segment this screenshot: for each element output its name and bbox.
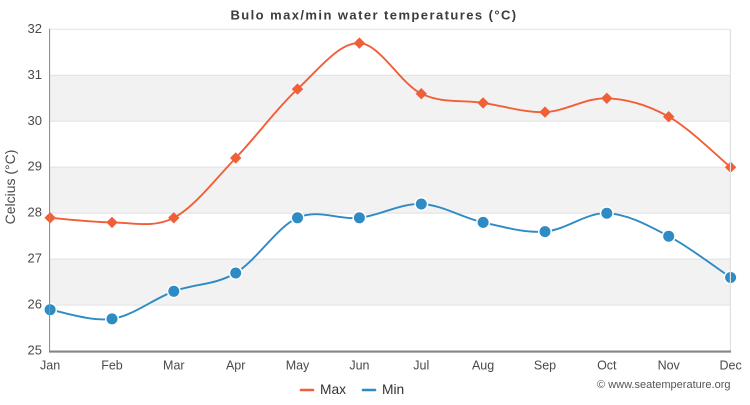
svg-text:30: 30 <box>28 113 42 128</box>
svg-text:Bulo max/min water temperature: Bulo max/min water temperatures (°C) <box>230 7 517 22</box>
svg-text:Mar: Mar <box>163 358 185 372</box>
svg-text:Aug: Aug <box>472 358 494 372</box>
svg-text:Celcius (°C): Celcius (°C) <box>2 150 18 225</box>
svg-text:26: 26 <box>28 297 42 312</box>
svg-text:Nov: Nov <box>658 358 681 372</box>
svg-text:31: 31 <box>28 67 42 82</box>
svg-text:Apr: Apr <box>226 358 245 372</box>
svg-text:Min: Min <box>382 382 404 397</box>
svg-text:25: 25 <box>28 343 42 358</box>
svg-text:29: 29 <box>28 159 42 174</box>
svg-text:32: 32 <box>28 21 42 36</box>
svg-text:Sep: Sep <box>534 358 556 372</box>
svg-text:May: May <box>286 358 310 372</box>
svg-text:27: 27 <box>28 251 42 266</box>
svg-text:Oct: Oct <box>597 358 617 372</box>
svg-text:Max: Max <box>320 382 346 397</box>
svg-text:Jan: Jan <box>40 358 60 372</box>
svg-text:Dec: Dec <box>719 358 741 372</box>
svg-text:© www.seatemperature.org: © www.seatemperature.org <box>597 379 730 391</box>
svg-text:Feb: Feb <box>101 358 123 372</box>
svg-text:28: 28 <box>28 205 42 220</box>
svg-text:Jun: Jun <box>349 358 369 372</box>
svg-text:Jul: Jul <box>413 358 429 372</box>
